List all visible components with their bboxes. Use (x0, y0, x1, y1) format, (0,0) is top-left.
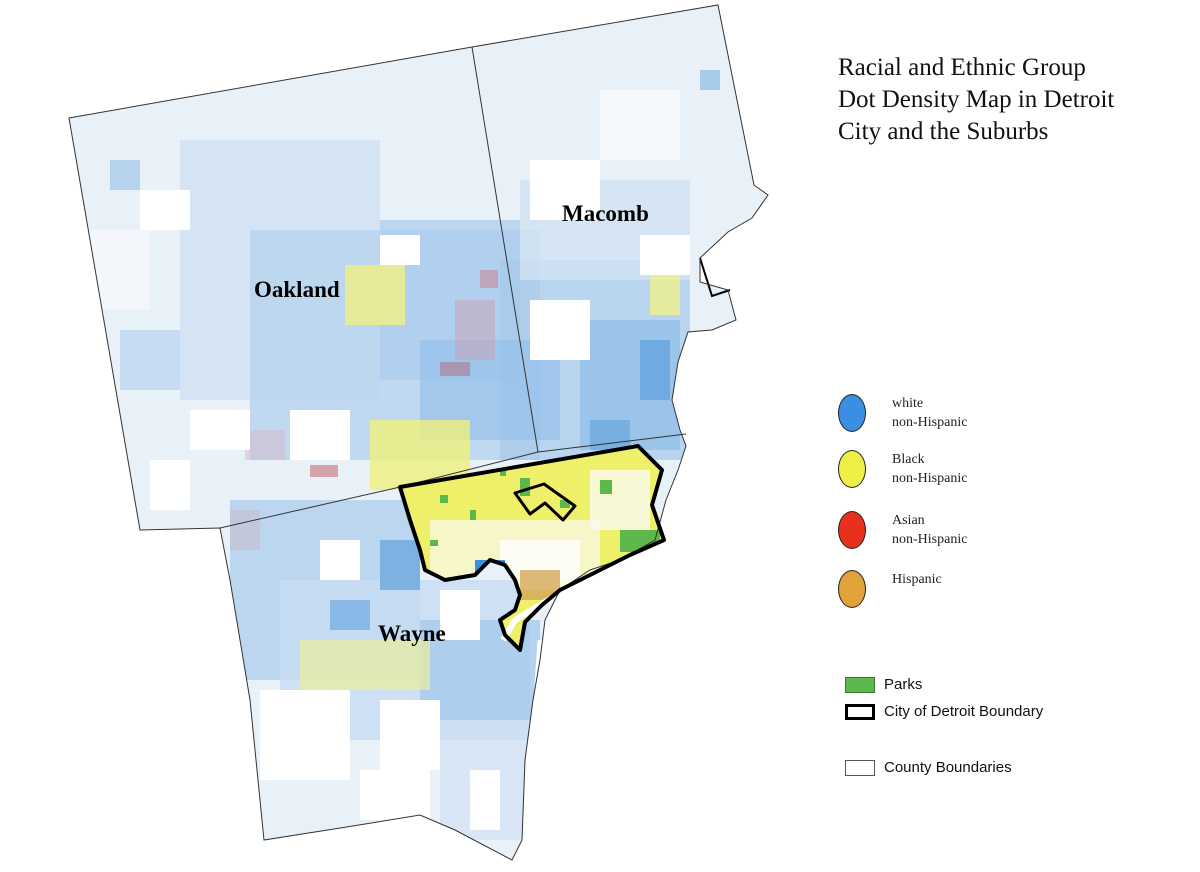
legend-label-line1: Asian (892, 513, 925, 528)
county-label-oakland: Oakland (254, 277, 340, 302)
legend-item-hispanic: Hispanic (838, 570, 942, 608)
map-title-line-3: City and the Suburbs (838, 118, 1049, 145)
legend-text-hispanic: Hispanic (892, 570, 942, 589)
county-boundaries (68, 4, 769, 861)
legend-label-line2: non-Hispanic (892, 415, 968, 430)
legend-item-black: Black non-Hispanic (838, 450, 967, 488)
map-title-line-2: Dot Density Map in Detroit (838, 86, 1115, 113)
legend-dot-black (838, 450, 866, 488)
legend-text-asian: Asian non-Hispanic (892, 511, 967, 549)
legend-dot-hispanic (838, 570, 866, 608)
legend-dot-white (838, 394, 866, 432)
legend-label-line2: non-Hispanic (892, 471, 968, 486)
legend-swatch-county-boundaries (845, 760, 875, 776)
map-title-line-1: Racial and Ethnic Group (838, 54, 1086, 81)
legend-item-asian: Asian non-Hispanic (838, 511, 967, 549)
legend-item-white: white non-Hispanic (838, 394, 967, 432)
legend-label-city-boundary: City of Detroit Boundary (884, 703, 1044, 720)
legend-text-white: white non-Hispanic (892, 394, 967, 432)
legend-label-parks: Parks (884, 676, 923, 693)
legend-swatch-city-boundary (845, 704, 875, 720)
county-label-macomb: Macomb (562, 201, 649, 226)
legend-item-parks: Parks (845, 677, 922, 693)
legend-label-line1: Black (892, 452, 925, 467)
legend-text-black: Black non-Hispanic (892, 450, 967, 488)
legend-label-line1: Hispanic (892, 572, 942, 587)
legend-label-line2: non-Hispanic (892, 532, 968, 547)
legend-dot-asian (838, 511, 866, 549)
legend-label-line1: white (892, 396, 924, 411)
legend-item-county-boundaries: County Boundaries (845, 760, 1012, 776)
detroit-boundary (398, 444, 666, 652)
legend-label-county-boundaries: County Boundaries (884, 759, 1012, 776)
county-label-wayne: Wayne (378, 621, 446, 646)
legend-swatch-parks (845, 677, 875, 693)
map-title: Racial and Ethnic Group Dot Density Map … (838, 52, 1178, 148)
legend-item-city-boundary: City of Detroit Boundary (845, 704, 1043, 720)
